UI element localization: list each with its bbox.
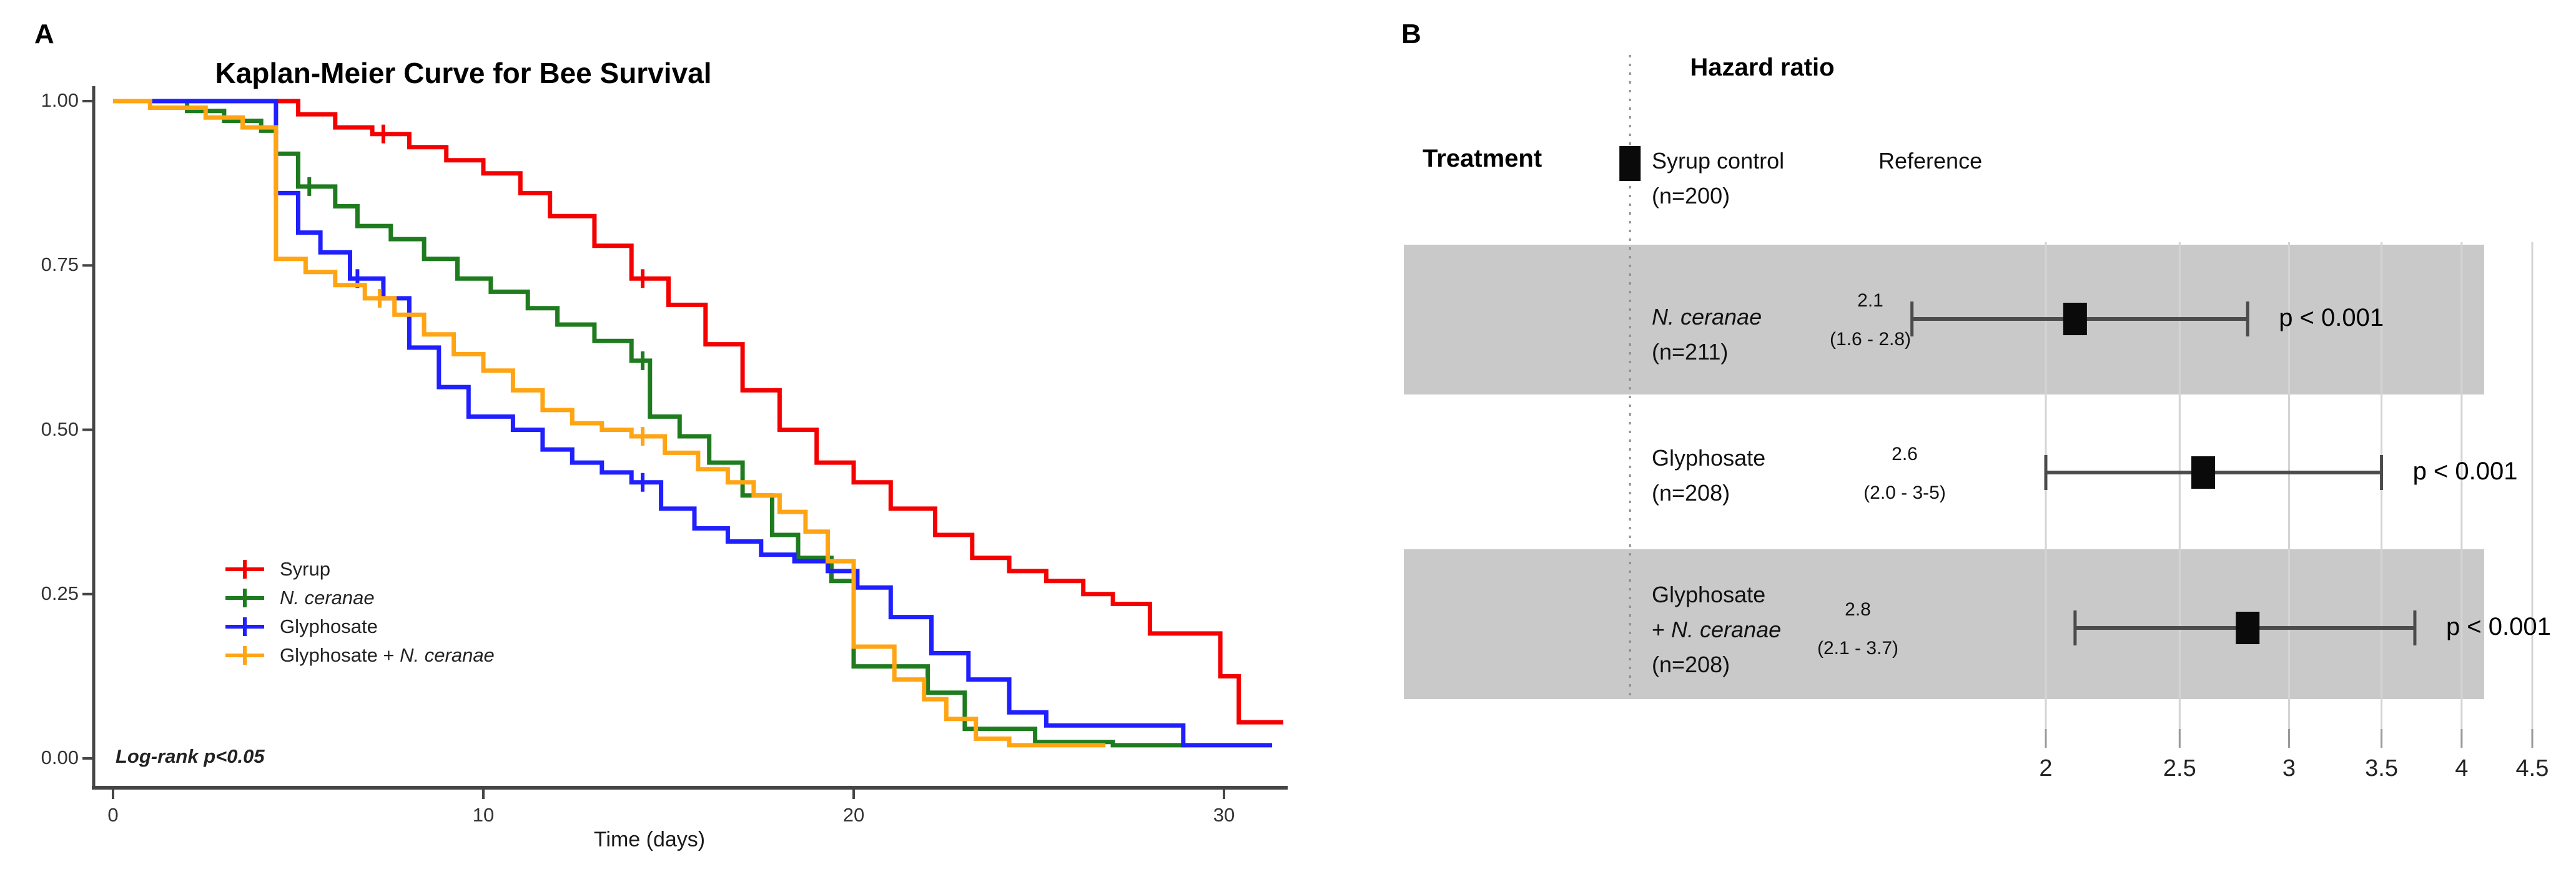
forest-point-estimate-square — [1619, 146, 1641, 181]
forest-hr-value: 2.1 — [1857, 290, 1883, 311]
panel-b-label: B — [1401, 19, 1421, 49]
forest-shaded-band — [1404, 549, 2484, 699]
forest-reference-label: Reference — [1878, 148, 1983, 174]
legend-key-icon — [225, 617, 264, 636]
forest-p-value: p < 0.001 — [2412, 458, 2518, 485]
km-x-tick-label: 0 — [107, 804, 119, 826]
km-y-tick-label: 0.00 — [41, 747, 79, 768]
forest-title: Hazard ratio — [1690, 54, 1835, 81]
km-legend: Syrup N. ceranae Glyphosate Glyphosate + N.… — [224, 555, 495, 670]
km-plot — [82, 86, 1288, 799]
km-y-tick-label: 0.75 — [41, 253, 79, 276]
forest-row-label-line1: N. ceranae — [1652, 304, 1762, 330]
forest-row-label-line1: Glyphosate — [1652, 445, 1766, 471]
legend-item-label: Glyphosate — [280, 615, 378, 637]
forest-point-estimate-square — [2191, 456, 2216, 489]
forest-x-tick-label: 3.5 — [2365, 755, 2398, 781]
legend-key-icon — [225, 589, 264, 607]
forest-plot — [1404, 55, 2534, 748]
km-y-tick-label: 0.25 — [41, 582, 79, 604]
forest-ci-value: (2.0 - 3-5) — [1863, 483, 1946, 503]
legend-item-label: Syrup — [280, 558, 330, 580]
legend-item-label: Glyphosate + N. ceranae — [280, 644, 495, 666]
forest-row-label-line2: (n=200) — [1652, 183, 1730, 208]
legend-item: N. ceranae — [224, 584, 495, 612]
forest-ci-value: (2.1 - 3.7) — [1817, 638, 1899, 659]
legend-item-label: N. ceranae — [280, 587, 375, 609]
log-rank-annotation: Log-rank p<0.05 — [116, 745, 265, 767]
forest-hr-value: 2.8 — [1845, 599, 1871, 620]
forest-p-value: p < 0.001 — [2445, 613, 2551, 640]
forest-column-header: Treatment — [1423, 145, 1542, 172]
forest-point-estimate-square — [2063, 303, 2087, 335]
forest-row-label-line2: + N. ceranae — [1652, 617, 1782, 642]
forest-x-tick-label: 3 — [2282, 755, 2296, 781]
km-y-tick-label: 1.00 — [41, 89, 79, 111]
forest-point-estimate-square — [2236, 612, 2260, 644]
km-y-tick-label: 0.50 — [41, 418, 79, 440]
forest-row-label: N. ceranae (n=211) — [1652, 300, 1920, 370]
legend-key-icon — [225, 646, 264, 665]
forest-x-tick-label: 4 — [2455, 755, 2469, 781]
legend-item: Glyphosate — [224, 612, 495, 641]
forest-row-label-line2: (n=211) — [1652, 339, 1729, 365]
forest-ci-value: (1.6 - 2.8) — [1829, 329, 1912, 350]
forest-row-label: Glyphosate + N. ceranae (n=208) — [1652, 577, 1920, 682]
panel-a-label: A — [34, 19, 54, 49]
km-curve-syrup — [113, 99, 1283, 725]
forest-row-label-line1: Syrup control — [1652, 148, 1785, 174]
forest-row-label: Syrup control (n=200) — [1652, 144, 1920, 213]
km-x-axis-label: Time (days) — [593, 828, 706, 851]
forest-row-label-line3: (n=208) — [1652, 652, 1730, 677]
km-curve-glyphosate-n-ceranae — [113, 99, 1106, 748]
legend-item: Syrup — [224, 555, 495, 584]
forest-x-tick-label: 2.5 — [2163, 755, 2196, 781]
legend-key-icon — [225, 560, 264, 579]
km-x-tick-label: 20 — [842, 804, 865, 826]
forest-hr-value: 2.6 — [1892, 444, 1918, 464]
forest-row-label-line1: Glyphosate — [1652, 582, 1766, 607]
km-chart-title: Kaplan-Meier Curve for Bee Survival — [215, 57, 712, 89]
legend-item: Glyphosate + N. ceranae — [224, 641, 495, 670]
km-x-tick-label: 10 — [472, 804, 495, 826]
km-curve-n-ceranae — [113, 99, 1187, 748]
km-x-tick-label: 30 — [1213, 804, 1235, 826]
forest-row-label: Glyphosate (n=208) — [1652, 441, 1920, 511]
forest-x-tick-label: 4.5 — [2515, 755, 2549, 781]
forest-row-label-line2: (n=208) — [1652, 480, 1730, 506]
forest-x-tick-label: 2 — [2039, 755, 2053, 781]
forest-p-value: p < 0.001 — [2279, 304, 2384, 331]
